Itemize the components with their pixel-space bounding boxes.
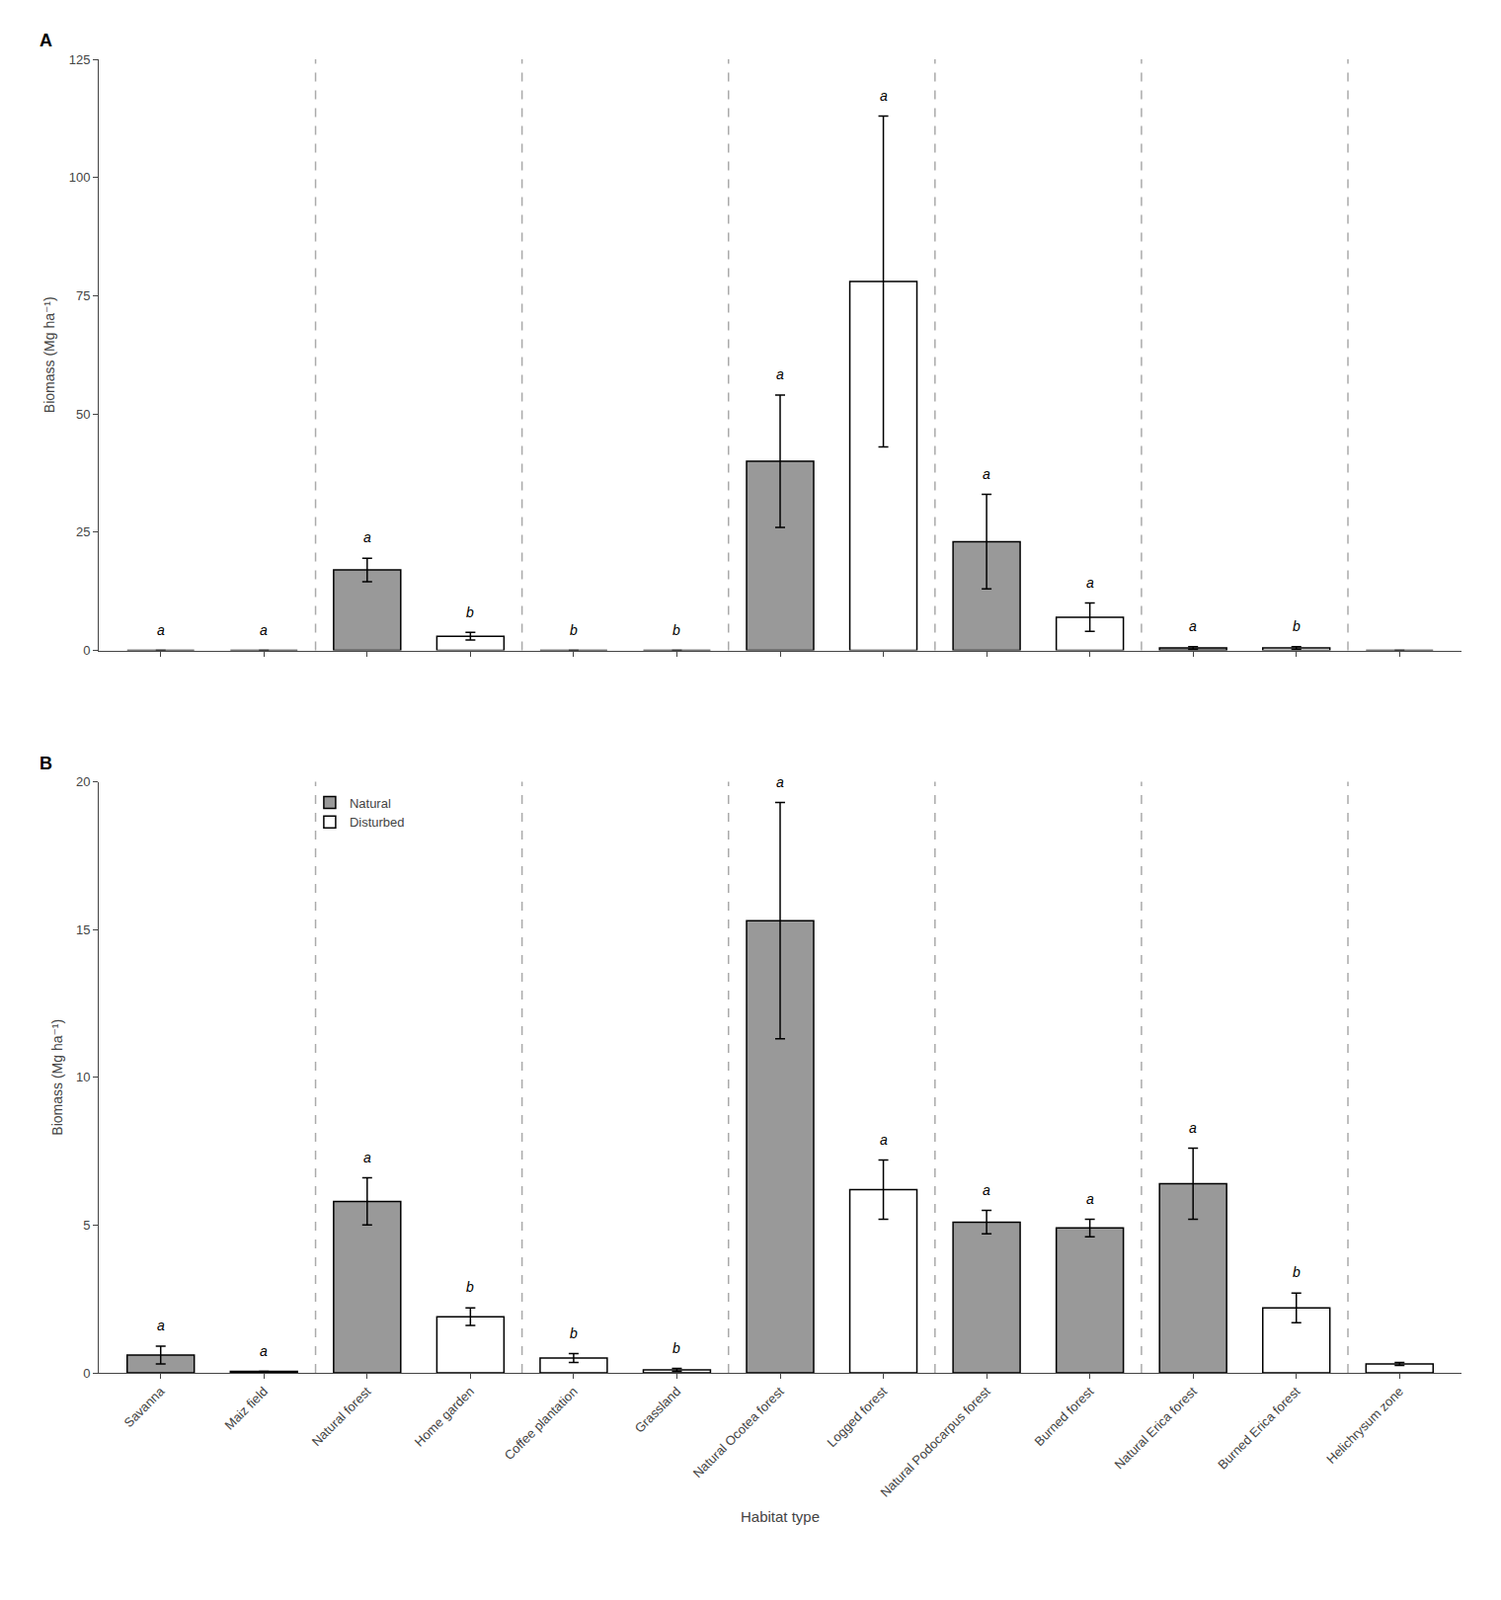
svg-text:b: b — [672, 622, 681, 638]
svg-text:a: a — [879, 1131, 888, 1148]
svg-text:Natural: Natural — [349, 795, 392, 811]
svg-text:10: 10 — [76, 1069, 90, 1085]
svg-text:15: 15 — [76, 922, 90, 938]
svg-text:a: a — [1086, 574, 1095, 591]
svg-text:125: 125 — [69, 52, 91, 68]
svg-text:Logged forest: Logged forest — [823, 1383, 890, 1450]
svg-text:Grassland: Grassland — [632, 1383, 685, 1436]
svg-text:a: a — [879, 87, 888, 104]
svg-text:20: 20 — [76, 774, 90, 790]
svg-text:Biomass (Mg ha⁻¹): Biomass (Mg ha⁻¹) — [49, 1019, 66, 1136]
svg-text:Helichrysum zone: Helichrysum zone — [1323, 1383, 1407, 1467]
svg-text:Natural Erica forest: Natural Erica forest — [1111, 1383, 1201, 1473]
svg-text:a: a — [363, 529, 372, 546]
svg-text:Savanna: Savanna — [121, 1383, 168, 1430]
svg-text:Habitat type: Habitat type — [740, 1507, 820, 1525]
svg-text:b: b — [569, 1325, 578, 1342]
svg-text:Natural Ocotea forest: Natural Ocotea forest — [690, 1383, 788, 1481]
svg-text:0: 0 — [82, 642, 90, 658]
svg-text:Natural forest: Natural forest — [309, 1383, 375, 1449]
svg-text:Disturbed: Disturbed — [349, 814, 405, 830]
svg-text:A: A — [39, 30, 53, 51]
svg-text:b: b — [1292, 618, 1301, 634]
svg-text:b: b — [672, 1340, 681, 1356]
svg-text:b: b — [1292, 1264, 1301, 1280]
svg-text:Coffee plantation: Coffee plantation — [501, 1383, 581, 1463]
svg-text:Burned Erica forest: Burned Erica forest — [1214, 1383, 1304, 1473]
svg-text:a: a — [982, 1182, 991, 1198]
svg-text:Biomass (Mg ha⁻¹): Biomass (Mg ha⁻¹) — [41, 296, 58, 413]
svg-text:a: a — [1188, 618, 1197, 634]
svg-text:a: a — [776, 774, 785, 790]
svg-text:a: a — [982, 466, 991, 482]
svg-text:a: a — [1086, 1190, 1095, 1207]
svg-text:a: a — [157, 622, 165, 638]
svg-text:75: 75 — [76, 288, 90, 304]
svg-text:5: 5 — [82, 1217, 90, 1233]
svg-text:a: a — [259, 622, 268, 638]
svg-text:b: b — [466, 1278, 474, 1295]
svg-text:Home garden: Home garden — [411, 1383, 477, 1449]
svg-text:B: B — [39, 753, 53, 774]
svg-text:a: a — [259, 1343, 268, 1359]
svg-text:a: a — [776, 366, 785, 383]
svg-text:Burned forest: Burned forest — [1031, 1383, 1098, 1449]
svg-text:b: b — [466, 604, 474, 621]
svg-text:b: b — [569, 622, 578, 638]
svg-text:100: 100 — [69, 169, 91, 185]
svg-text:a: a — [363, 1149, 372, 1166]
svg-text:50: 50 — [76, 406, 90, 422]
svg-text:25: 25 — [76, 524, 90, 540]
svg-text:0: 0 — [82, 1365, 90, 1381]
svg-text:a: a — [157, 1317, 165, 1334]
svg-text:Maiz field: Maiz field — [222, 1383, 271, 1432]
svg-text:a: a — [1188, 1119, 1197, 1136]
svg-text:Natural Podocarpus forest: Natural Podocarpus forest — [876, 1383, 994, 1501]
